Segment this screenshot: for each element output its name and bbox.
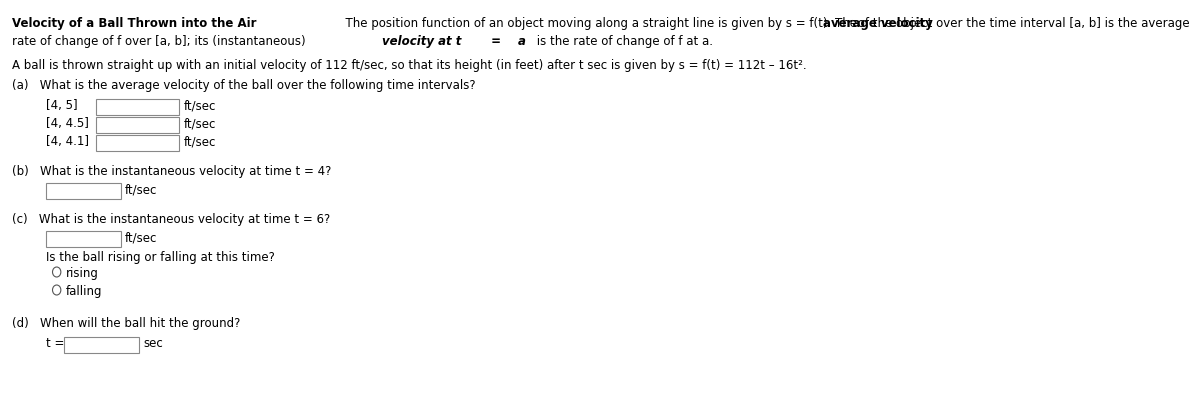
Text: [4, 4.5]: [4, 4.5] [46,117,89,130]
Text: average velocity: average velocity [822,17,932,30]
Text: Is the ball rising or falling at this time?: Is the ball rising or falling at this ti… [46,251,275,264]
Text: of the object over the time interval [a, b] is the average: of the object over the time interval [a,… [854,17,1189,30]
Text: (a)   What is the average velocity of the ball over the following time intervals: (a) What is the average velocity of the … [12,79,475,92]
Text: [4, 4.1]: [4, 4.1] [46,135,89,148]
Text: rate of change of f over [a, b]; its (instantaneous): rate of change of f over [a, b]; its (in… [12,35,310,48]
FancyBboxPatch shape [96,135,179,151]
Text: sec: sec [143,337,163,350]
Text: velocity at t: velocity at t [382,35,461,48]
Text: (b)   What is the instantaneous velocity at time t = 4?: (b) What is the instantaneous velocity a… [12,165,331,178]
FancyBboxPatch shape [46,231,121,247]
FancyBboxPatch shape [64,337,139,353]
Circle shape [53,285,61,295]
FancyBboxPatch shape [96,117,179,133]
Text: A ball is thrown straight up with an initial velocity of 112 ft/sec, so that its: A ball is thrown straight up with an ini… [12,59,806,72]
Text: rising: rising [66,267,98,280]
Text: Velocity of a Ball Thrown into the Air: Velocity of a Ball Thrown into the Air [12,17,256,30]
Text: =: = [487,35,505,48]
Text: ft/sec: ft/sec [125,231,157,244]
Text: ft/sec: ft/sec [184,117,216,130]
Text: a: a [517,35,526,48]
Text: is the rate of change of f at a.: is the rate of change of f at a. [533,35,713,48]
Text: falling: falling [66,285,102,298]
Text: (c)   What is the instantaneous velocity at time t = 6?: (c) What is the instantaneous velocity a… [12,213,330,226]
Text: ft/sec: ft/sec [184,99,216,112]
FancyBboxPatch shape [46,183,121,199]
Text: [4, 5]: [4, 5] [46,99,78,112]
FancyBboxPatch shape [96,99,179,115]
Text: t =: t = [46,337,65,350]
Circle shape [53,267,61,277]
Text: (d)   When will the ball hit the ground?: (d) When will the ball hit the ground? [12,317,240,330]
Text: ft/sec: ft/sec [125,183,157,196]
Text: ft/sec: ft/sec [184,135,216,148]
Text: The position function of an object moving along a straight line is given by s = : The position function of an object movin… [338,17,860,30]
